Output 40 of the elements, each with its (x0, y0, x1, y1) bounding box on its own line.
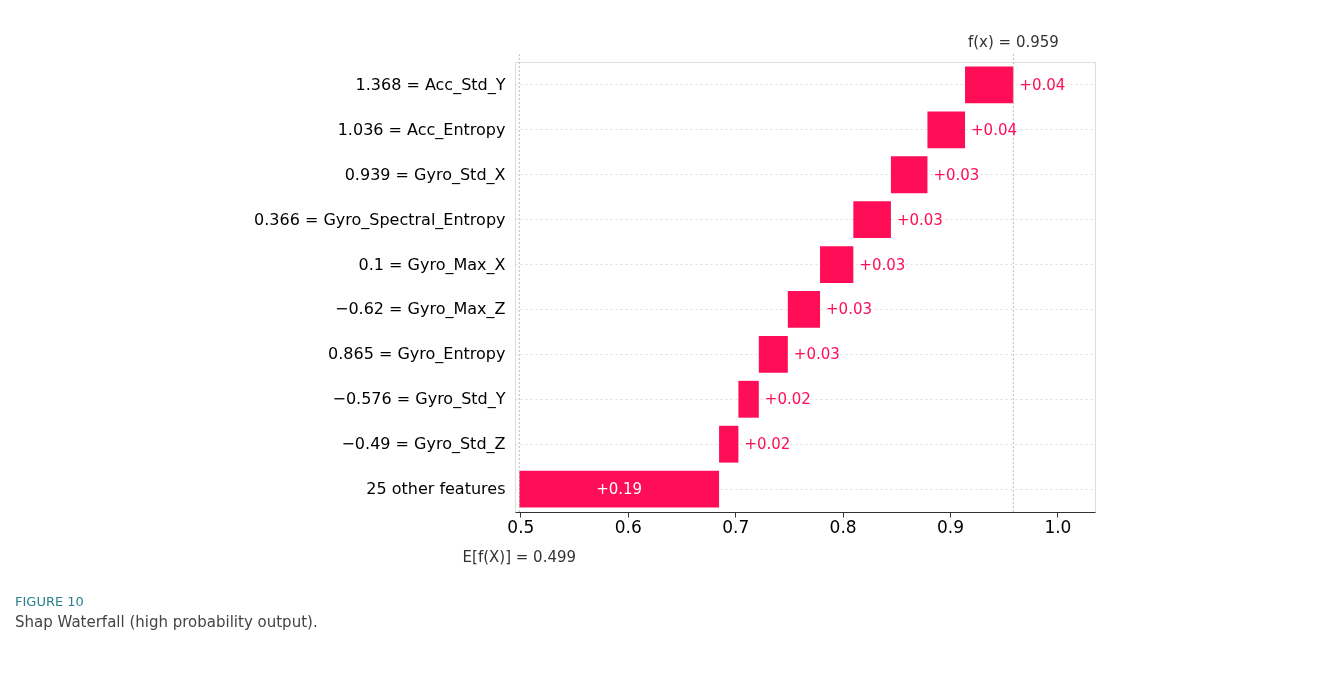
y-tick-label: 1.368 = Acc_Std_Y (355, 74, 506, 95)
bar (927, 111, 966, 149)
bar (965, 66, 1014, 104)
y-tick-label: 0.865 = Gyro_Entropy (328, 344, 506, 365)
data-label: +0.04 (971, 120, 1018, 139)
data-label: +0.02 (764, 390, 811, 409)
data-label: +0.03 (896, 210, 943, 229)
y-tick-label: −0.49 = Gyro_Std_Z (341, 434, 506, 455)
x-tick-label: 0.9 (936, 516, 965, 537)
y-tick-label: 0.939 = Gyro_Std_X (344, 164, 506, 185)
bar (758, 335, 788, 373)
y-tick-label: 0.366 = Gyro_Spectral_Entropy (254, 209, 506, 230)
text: Shap Waterfall (high probability output). (15, 613, 318, 631)
x-tick-label: 0.8 (829, 516, 857, 537)
bar (853, 201, 891, 239)
ref-line-label: E[f(X)] = 0.499 (462, 548, 577, 566)
data-label: +0.02 (744, 435, 791, 454)
caption: FIGURE 10 (15, 594, 84, 609)
y-tick-label: 1.036 = Acc_Entropy (337, 119, 506, 140)
data-label: +0.03 (826, 300, 873, 319)
bar (890, 156, 928, 194)
ref-line-label: f(x) = 0.959 (967, 33, 1059, 51)
bar (519, 470, 720, 508)
x-tick-label: 1.0 (1044, 516, 1072, 537)
x-tick-label: 0.7 (722, 516, 750, 537)
x-tick-label: 0.6 (614, 516, 642, 537)
data-label: +0.03 (859, 255, 906, 274)
y-tick-label: −0.576 = Gyro_Std_Y (332, 389, 506, 410)
data-label: +0.03 (793, 345, 840, 364)
x-tick-label: 0.5 (507, 516, 535, 537)
bar (787, 291, 821, 328)
data-label: +0.19 (596, 480, 643, 499)
data-label: +0.04 (1019, 75, 1066, 94)
bar (719, 425, 739, 463)
data-label: +0.03 (933, 165, 980, 184)
y-tick-label: 25 other features (366, 479, 506, 499)
bar (820, 246, 854, 283)
y-tick-label: −0.62 = Gyro_Max_Z (334, 299, 506, 320)
y-tick-label: 0.1 = Gyro_Max_X (358, 254, 506, 275)
bar (738, 380, 759, 418)
